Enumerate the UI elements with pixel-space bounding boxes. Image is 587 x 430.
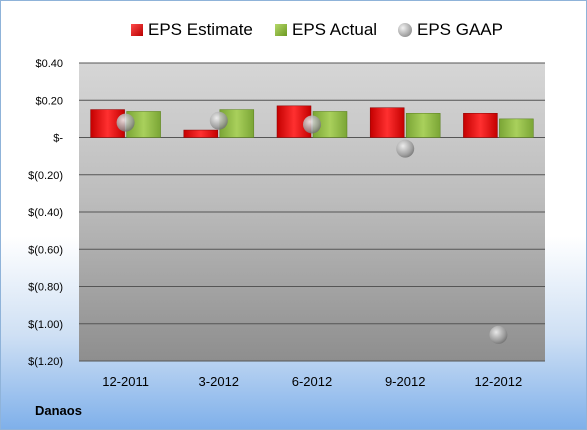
bar-eps-estimate [183,129,219,138]
x-tick-label: 9-2012 [385,374,425,389]
x-tick-label: 12-2012 [475,374,523,389]
y-tick-label: $- [53,133,63,145]
bar-eps-actual [499,118,534,138]
legend-item-estimate: EPS Estimate [131,17,253,43]
y-tick-label: $0.40 [35,58,63,70]
x-tick-label: 3-2012 [199,374,239,389]
y-tick-label: $(1.20) [28,356,63,368]
legend-item-actual: EPS Actual [275,17,377,43]
marker-eps-gaap [209,111,228,130]
y-tick-label: $(0.80) [28,282,63,294]
legend-label-estimate: EPS Estimate [148,20,253,39]
bar-eps-estimate [369,107,405,138]
marker-eps-gaap [489,325,508,344]
bar-eps-estimate [463,113,498,138]
y-tick-label: $(1.00) [28,319,63,331]
legend-label-actual: EPS Actual [292,20,378,39]
x-tick-label: 12-2011 [102,374,149,389]
y-tick-label: $(0.60) [28,244,63,256]
legend: EPS Estimate EPS Actual EPS GAAP [1,17,586,43]
y-tick-label: $(0.40) [28,207,63,219]
marker-eps-gaap [303,115,321,134]
marker-eps-gaap [116,113,135,132]
legend-swatch-actual [275,24,287,36]
y-tick-label: $(0.20) [28,170,63,182]
legend-item-gaap: EPS GAAP [398,17,503,43]
legend-swatch-estimate [131,24,143,36]
marker-eps-gaap [396,139,415,158]
company-name: Danaos [35,403,82,418]
y-tick-label: $0.20 [35,95,63,107]
bar-eps-actual [405,113,441,138]
x-tick-label: 6-2012 [292,374,332,389]
legend-swatch-gaap [398,23,412,37]
legend-label-gaap: EPS GAAP [417,20,503,39]
